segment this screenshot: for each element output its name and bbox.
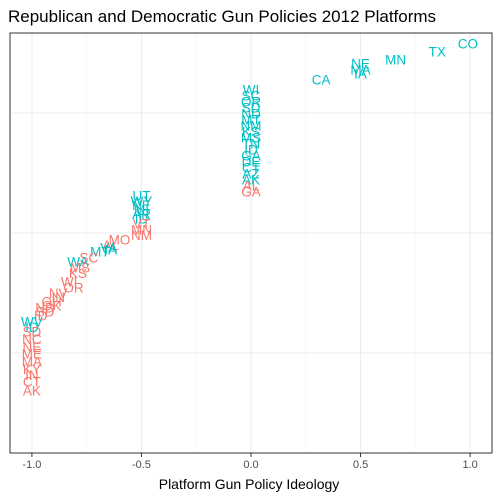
state-point-label: MS [241, 131, 261, 146]
state-point-label: CO [458, 37, 478, 52]
state-point-label: MT [241, 113, 261, 128]
state-point-label: SD [23, 325, 42, 340]
chart-title: Republican and Democratic Gun Policies 2… [8, 7, 437, 26]
state-point-label: NV [49, 286, 68, 301]
state-point-label: AL [243, 179, 260, 194]
x-tick-label: 0.5 [353, 459, 368, 471]
state-point-label: NE [23, 340, 42, 355]
state-point-label: OR [63, 281, 84, 296]
state-point-label: OH [42, 295, 62, 310]
state-point-label: MI [134, 203, 149, 218]
state-point-label: KY [23, 362, 41, 377]
state-point-label: MA [22, 355, 42, 370]
state-point-label: ID [34, 309, 48, 324]
state-point-label: MT [90, 245, 110, 260]
state-point-label: ID [244, 143, 258, 158]
state-point-label: UT [132, 189, 150, 204]
state-point-label: OR [241, 95, 262, 110]
state-point-label: AL [103, 238, 120, 253]
state-point-label: SD [36, 305, 55, 320]
state-point-label: MS [70, 261, 90, 276]
state-point-label: ND [241, 107, 261, 122]
state-point-label: NE [132, 198, 151, 213]
state-point-label: NC [22, 332, 42, 347]
state-point-label: WI [61, 275, 78, 290]
state-point-label: DE [242, 155, 261, 170]
state-point-label: WI [243, 83, 260, 98]
state-point-label: MA [350, 63, 370, 78]
state-point-label: AR [132, 207, 151, 222]
state-point-label: SC [242, 89, 261, 104]
state-point-label: IN [25, 368, 39, 383]
state-point-label: CA [312, 73, 331, 88]
state-point-label: WV [21, 315, 43, 330]
state-point-label: NE [351, 57, 370, 72]
point-labels: COTXMNNEMAIACAWISCORSDNDMTNMKSMSTNIDGADE… [21, 37, 478, 399]
state-point-label: CT [242, 161, 260, 176]
state-point-label: VA [100, 241, 117, 256]
x-tick-label: -1.0 [22, 459, 41, 471]
state-point-label: CT [23, 375, 41, 390]
state-point-label: SD [242, 101, 261, 116]
state-point-label: AK [242, 173, 260, 188]
state-point-label: NM [241, 119, 262, 134]
x-tick-label: -0.5 [132, 459, 151, 471]
state-point-label: WY [131, 194, 153, 209]
state-point-label: IA [104, 243, 117, 258]
state-point-label: KS [242, 125, 260, 140]
state-point-label: ID [135, 211, 149, 226]
state-point-label: KS [69, 266, 87, 281]
state-point-label: ID [25, 320, 39, 335]
x-tick-label: 1.0 [462, 459, 477, 471]
state-point-label: MN [131, 223, 152, 238]
state-point-label: TN [242, 137, 260, 152]
state-point-label: IN [51, 290, 65, 305]
state-point-label: OK [42, 299, 62, 314]
x-tick-label: 0.0 [243, 459, 258, 471]
state-point-label: MO [109, 233, 131, 248]
state-point-label: AZ [242, 167, 259, 182]
state-point-label: TX [429, 45, 446, 60]
x-axis-ticks: -1.0 -0.5 0.0 0.5 1.0 [22, 453, 478, 471]
state-point-label: ME [22, 347, 42, 362]
state-point-label: IA [354, 67, 367, 82]
grid-lines [10, 33, 492, 453]
state-point-label: SC [79, 251, 98, 266]
state-point-label: GA [241, 149, 261, 164]
state-point-label: MN [385, 53, 406, 68]
state-point-label: WA [67, 255, 88, 270]
state-point-label: AK [23, 383, 41, 398]
state-point-label: VT [133, 217, 150, 232]
x-axis-title: Platform Gun Policy Ideology [159, 476, 340, 492]
state-point-label: NM [131, 228, 152, 243]
state-point-label: GA [241, 185, 261, 200]
state-point-label: ND [35, 301, 55, 316]
